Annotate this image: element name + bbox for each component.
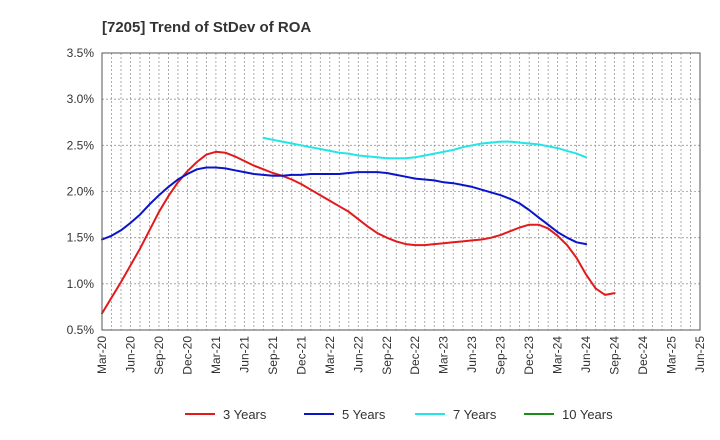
x-tick-label: Jun-24	[579, 336, 593, 373]
x-tick-label: Jun-20	[123, 336, 137, 373]
x-tick-label: Sep-20	[152, 336, 166, 375]
x-tick-label: Dec-24	[636, 336, 650, 375]
legend-label: 10 Years	[562, 407, 613, 422]
x-tick-label: Mar-25	[665, 336, 679, 374]
y-tick-label: 3.0%	[67, 92, 95, 106]
y-axis: 0.5% 1.0% 1.5% 2.0% 2.5% 3.0% 3.5%	[67, 46, 95, 337]
x-tick-label: Sep-23	[494, 336, 508, 375]
x-tick-label: Mar-20	[95, 336, 109, 374]
x-tick-label: Sep-22	[380, 336, 394, 375]
x-tick-label: Jun-21	[237, 336, 251, 373]
x-tick-label: Mar-22	[323, 336, 337, 374]
x-tick-label: Mar-21	[209, 336, 223, 374]
y-tick-label: 2.5%	[67, 138, 95, 152]
legend-label: 7 Years	[453, 407, 497, 422]
x-tick-label: Jun-22	[351, 336, 365, 373]
x-tick-label: Mar-24	[551, 336, 565, 374]
legend: 3 Years 5 Years 7 Years 10 Years	[185, 407, 613, 422]
x-tick-label: Mar-23	[437, 336, 451, 374]
x-tick-label: Sep-21	[266, 336, 280, 375]
x-tick-label: Sep-24	[608, 336, 622, 375]
series-lines	[101, 136, 616, 315]
plot-background	[102, 53, 700, 330]
y-tick-label: 1.5%	[67, 231, 95, 245]
x-tick-label: Dec-20	[180, 336, 194, 375]
legend-label: 5 Years	[342, 407, 386, 422]
y-tick-label: 2.0%	[67, 185, 95, 199]
x-tick-label: Dec-22	[408, 336, 422, 375]
y-tick-label: 1.0%	[67, 277, 95, 291]
series-line-1	[101, 150, 616, 315]
x-tick-label: Jun-23	[465, 336, 479, 373]
chart-title: [7205] Trend of StDev of ROA	[102, 19, 311, 36]
y-tick-label: 3.5%	[67, 46, 95, 60]
legend-label: 3 Years	[223, 407, 267, 422]
y-tick-label: 0.5%	[67, 323, 95, 337]
x-tick-label: Dec-23	[522, 336, 536, 375]
series-line-3	[262, 136, 588, 160]
x-tick-label: Dec-21	[294, 336, 308, 375]
series-line-2	[101, 166, 588, 246]
plot-border	[101, 52, 701, 331]
x-tick-label: Jun-25	[693, 336, 707, 373]
x-axis: Mar-20 Jun-20 Sep-20 Dec-20 Mar-21 Jun-21 Sep-…	[95, 336, 707, 375]
plot-area	[101, 52, 701, 331]
